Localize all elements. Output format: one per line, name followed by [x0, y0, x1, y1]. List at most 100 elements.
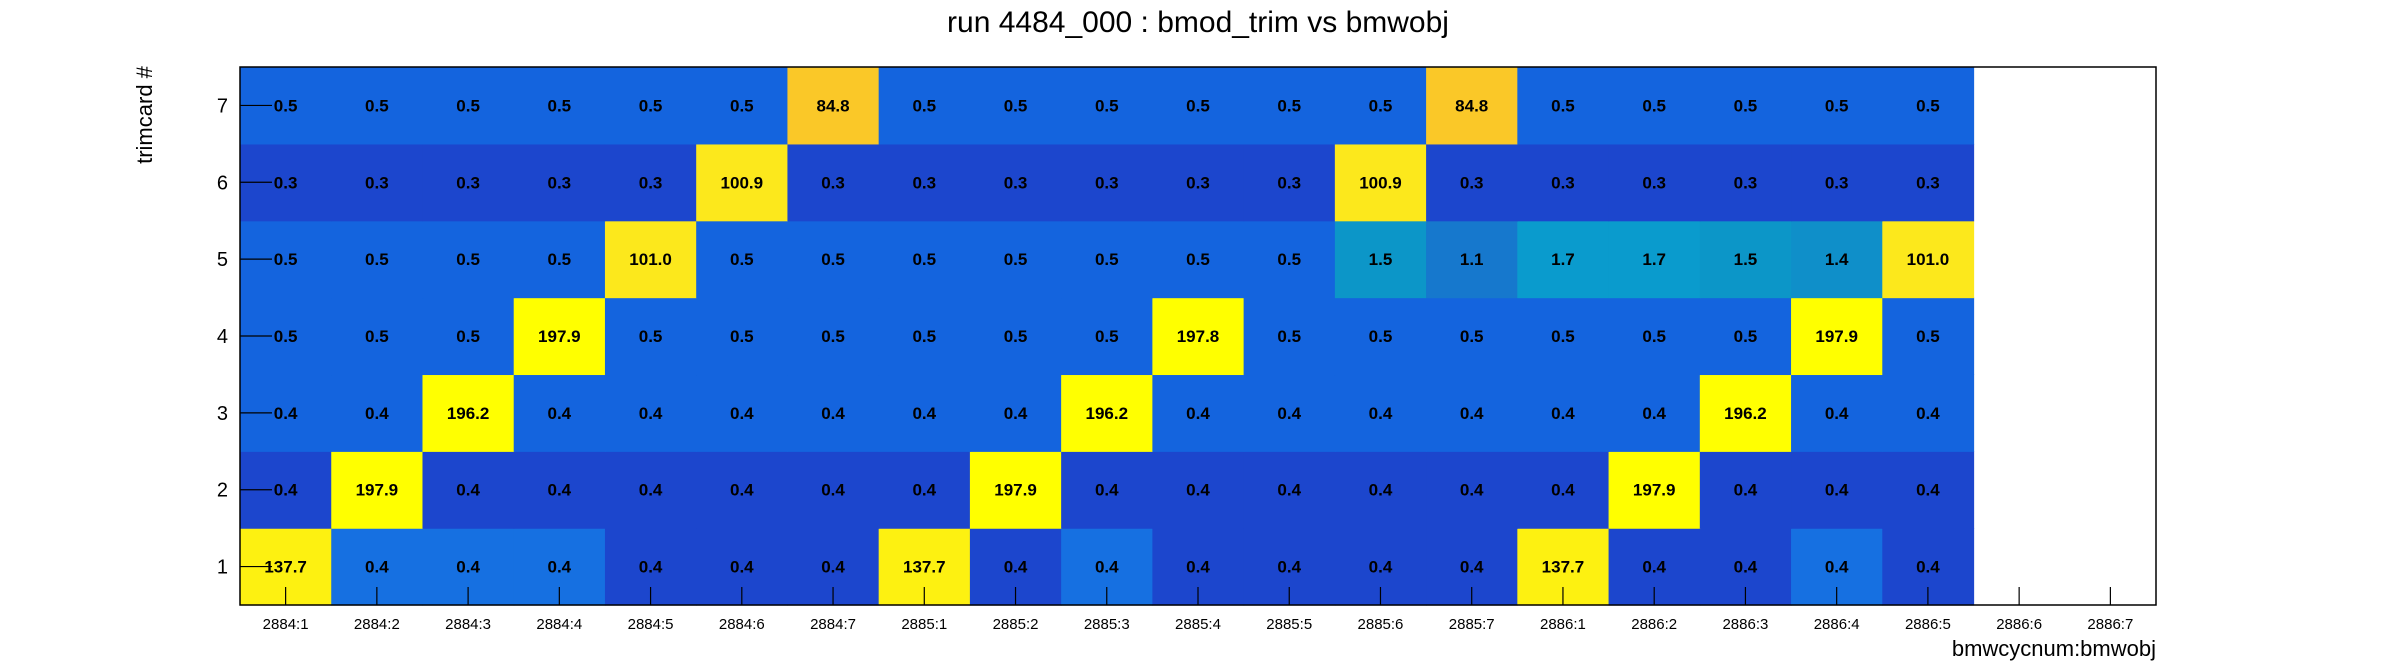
heatmap-cell: [1061, 220, 1153, 299]
heatmap-cell: [1061, 374, 1153, 452]
cell-value-label: 0.3: [1734, 173, 1758, 192]
heatmap-cell: [331, 374, 424, 452]
y-tick-label: 2: [217, 480, 228, 502]
heatmap-cell: [1882, 297, 1975, 376]
heatmap-cell: [696, 220, 789, 299]
x-tick-label: 2885:7: [1449, 616, 1495, 633]
cell-value-label: 0.5: [912, 327, 936, 346]
heatmap-cell: [331, 451, 424, 529]
cell-value-label: 0.4: [1642, 558, 1666, 577]
cell-value-label: 0.4: [821, 481, 845, 500]
cell-value-label: 0.4: [1460, 481, 1484, 500]
cell-value-label: 0.4: [1825, 404, 1849, 423]
heatmap-cell: [1243, 451, 1336, 529]
cell-value-label: 84.8: [1455, 96, 1488, 115]
cell-value-label: 0.5: [730, 96, 754, 115]
cell-value-label: 0.5: [1095, 96, 1119, 115]
cell-value-label: 0.4: [1460, 558, 1484, 577]
cell-value-label: 0.4: [1277, 558, 1301, 577]
cell-value-label: 0.4: [1825, 558, 1849, 577]
x-tick-label: 2885:6: [1358, 616, 1404, 633]
heatmap-cell: [513, 451, 606, 529]
cell-value-label: 0.5: [1460, 327, 1484, 346]
cell-value-label: 0.5: [912, 250, 936, 269]
cell-value-label: 0.4: [1916, 481, 1940, 500]
heatmap-cell: [696, 451, 789, 529]
heatmap-cell: [787, 67, 880, 145]
cell-value-label: 0.3: [274, 173, 298, 192]
x-tick-label: 2886:3: [1722, 616, 1768, 633]
heatmap-cell: [1061, 451, 1153, 529]
heatmap-cell: [604, 297, 697, 376]
heatmap-cell: [787, 451, 880, 529]
cell-value-label: 0.5: [1734, 96, 1758, 115]
heatmap-cell: [1791, 220, 1883, 299]
cell-value-label: 0.5: [730, 327, 754, 346]
cell-value-label: 0.5: [821, 250, 845, 269]
cell-value-label: 0.4: [1369, 481, 1393, 500]
heatmap-cell: [331, 297, 424, 376]
x-tick-label: 2885:4: [1175, 616, 1221, 633]
heatmap-cell: [1517, 451, 1610, 529]
cell-value-label: 0.4: [730, 558, 754, 577]
heatmap-cell: [1152, 451, 1245, 529]
heatmap-cell: [331, 67, 424, 145]
cell-value-label: 197.9: [994, 481, 1037, 500]
cell-value-label: 0.4: [1369, 558, 1393, 577]
cell-value-label: 0.5: [1642, 96, 1666, 115]
cell-value-label: 0.4: [1004, 404, 1028, 423]
cell-value-label: 101.0: [629, 250, 672, 269]
cell-value-label: 0.5: [730, 250, 754, 269]
cell-value-label: 0.5: [1916, 96, 1940, 115]
cell-value-label: 0.5: [821, 327, 845, 346]
cell-value-label: 0.4: [1095, 558, 1119, 577]
heatmap-cell: [1882, 143, 1975, 222]
cell-value-label: 0.5: [365, 327, 389, 346]
cell-value-label: 0.5: [1551, 96, 1575, 115]
heatmap-cell: [1426, 67, 1518, 145]
heatmap-cell: [1608, 143, 1701, 222]
cell-value-label: 137.7: [903, 558, 946, 577]
heatmap-cell: [513, 143, 606, 222]
cell-value-label: 0.4: [456, 481, 480, 500]
x-tick-label: 2884:6: [719, 616, 765, 633]
cell-value-label: 0.5: [1916, 327, 1940, 346]
cell-value-label: 0.5: [548, 250, 572, 269]
cell-value-label: 0.5: [1004, 327, 1028, 346]
heatmap-cell: [331, 143, 424, 222]
cell-value-label: 0.3: [639, 173, 663, 192]
cell-value-label: 0.3: [1916, 173, 1940, 192]
heatmap-cell: [1608, 451, 1701, 529]
heatmap-cell: [1152, 67, 1245, 145]
cell-value-label: 0.4: [548, 481, 572, 500]
cell-value-label: 0.5: [1369, 96, 1393, 115]
heatmap-cell: [787, 143, 880, 222]
cell-value-label: 1.5: [1369, 250, 1393, 269]
cell-value-label: 84.8: [817, 96, 850, 115]
heatmap-cell: [878, 374, 971, 452]
cell-value-label: 0.4: [1916, 558, 1940, 577]
heatmap-cell: [422, 451, 515, 529]
cell-value-label: 0.5: [1186, 250, 1210, 269]
heatmap-cell: [1699, 67, 1792, 145]
heatmap-cell: [1791, 297, 1883, 376]
heatmap-cell: [1699, 220, 1792, 299]
heatmap-cell: [1517, 143, 1610, 222]
cell-value-label: 0.4: [821, 558, 845, 577]
cell-value-label: 0.5: [1369, 327, 1393, 346]
heatmap-cell: [696, 374, 789, 452]
x-tick-label: 2884:1: [263, 616, 309, 633]
x-tick-label: 2884:2: [354, 616, 400, 633]
cell-value-label: 1.7: [1551, 250, 1575, 269]
cell-value-label: 0.5: [456, 250, 480, 269]
y-tick-label: 7: [217, 95, 228, 117]
cell-value-label: 0.3: [1095, 173, 1119, 192]
cell-value-label: 0.3: [456, 173, 480, 192]
cell-value-label: 0.3: [1004, 173, 1028, 192]
y-tick-label: 3: [217, 403, 228, 425]
cell-value-label: 197.9: [538, 327, 581, 346]
cell-value-label: 0.3: [1277, 173, 1301, 192]
heatmap-cell: [969, 297, 1062, 376]
x-tick-label: 2885:1: [901, 616, 947, 633]
heatmap-cell: [1882, 67, 1975, 145]
